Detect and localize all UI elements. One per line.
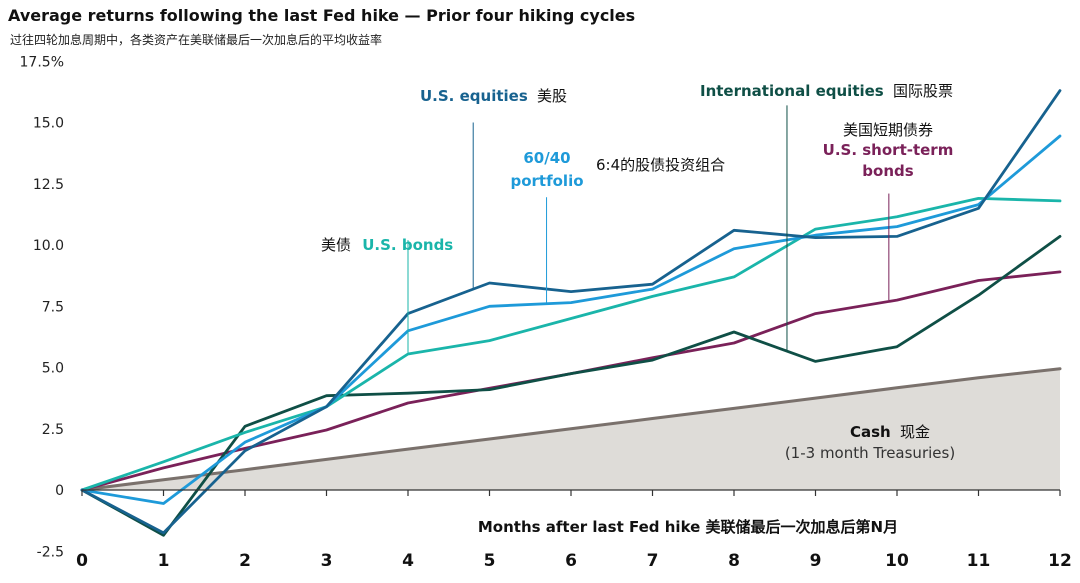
x-tick-label: 3: [321, 551, 333, 571]
x-tick-label: 7: [647, 551, 659, 571]
series-line-international-equities: [80, 234, 1062, 537]
x-tick-label: 10: [885, 551, 909, 571]
chart-subtitle: 过往四轮加息周期中，各类资产在美联储最后一次加息后的平均收益率: [10, 33, 383, 47]
y-tick-label: 17.5%: [20, 54, 64, 70]
intl-equities-label: International equities 国际股票: [700, 82, 953, 100]
axis-layer: 17.5%15.012.510.07.55.02.50-2.5 0 1 2 3 4 5 6 7 8…: [20, 54, 1072, 571]
y-tick-label: 12.5: [33, 177, 64, 193]
x-axis-title: Months after last Fed hike 美联储最后一次加息后第N月: [478, 518, 898, 536]
short-term-bonds-label-cn: 美国短期债券: [843, 121, 933, 139]
x-tick-label: 4: [402, 551, 414, 571]
series-line-60-40-portfolio: [80, 134, 1062, 505]
x-tick-label: 6: [565, 551, 577, 571]
portfolio-label-line1: 60/40: [523, 149, 570, 167]
y-tick-label: -2.5: [37, 544, 64, 560]
series-line-u-s-bonds: [80, 196, 1062, 492]
equities-label: U.S. equities 美股: [420, 87, 567, 105]
x-tick-label: 11: [967, 551, 991, 571]
short-term-bonds-label-line2: bonds: [862, 162, 913, 180]
y-tick-label: 0: [55, 483, 64, 499]
short-term-bonds-label-line1: U.S. short-term: [823, 141, 954, 159]
annotation-layer: U.S. equities 美股 International equities …: [321, 82, 955, 536]
x-tick-label: 9: [810, 551, 822, 571]
portfolio-label-cn: 6:4的股债投资组合: [596, 156, 725, 174]
y-tick-label: 7.5: [42, 299, 64, 315]
y-tick-label: 15.0: [33, 116, 64, 132]
cash-sublabel: (1-3 month Treasuries): [785, 444, 955, 462]
x-tick-label: 1: [158, 551, 170, 571]
series-line-u-s-equities: [80, 89, 1062, 535]
series-line-cash: [80, 367, 1062, 492]
x-tick-label: 2: [239, 551, 251, 571]
y-tick-label: 5.0: [42, 361, 64, 377]
cash-label: Cash 现金: [850, 423, 930, 441]
x-tick-label: 12: [1048, 551, 1072, 571]
y-tick-label: 10.0: [33, 238, 64, 254]
chart-title: Average returns following the last Fed h…: [8, 6, 636, 25]
series-layer: [80, 89, 1062, 537]
x-tick-label: 5: [484, 551, 496, 571]
x-tick-label: 0: [76, 551, 88, 571]
y-tick-label: 2.5: [42, 422, 64, 438]
x-tick-label: 8: [728, 551, 740, 571]
bonds-label: 美债 U.S. bonds: [321, 236, 453, 254]
portfolio-label-line2: portfolio: [510, 172, 583, 190]
